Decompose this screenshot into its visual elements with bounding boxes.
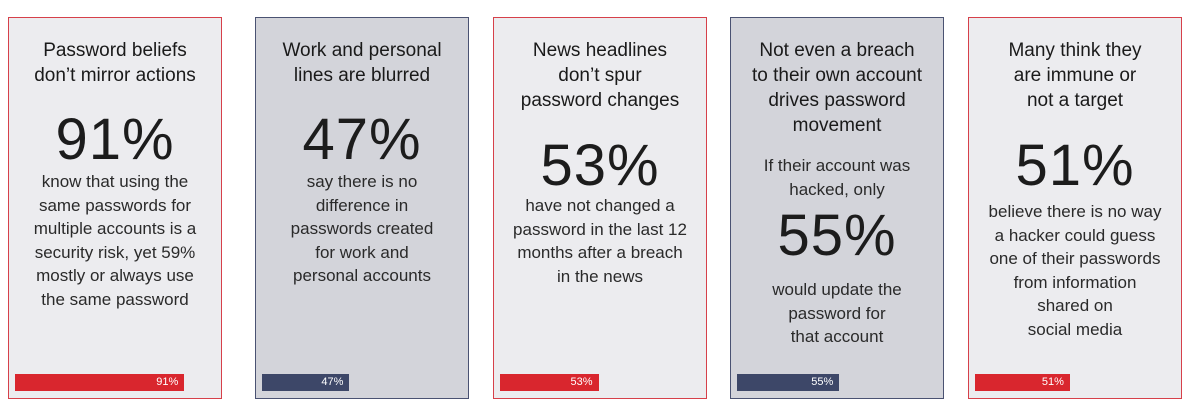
percent-bar-fill: 53% — [500, 374, 599, 391]
stat-card-work-personal: Work and personal lines are blurred 47% … — [255, 17, 469, 399]
percent-bar: 47% — [262, 374, 448, 391]
stat-card-immune: Many think they are immune or not a targ… — [968, 17, 1182, 399]
stat-card-password-beliefs: Password beliefs don’t mirror actions 91… — [8, 17, 222, 399]
card-description: say there is no difference in passwords … — [290, 172, 434, 285]
card-stat-value: 51% — [1015, 133, 1135, 198]
percent-bar-fill: 47% — [262, 374, 350, 391]
percent-bar: 55% — [737, 374, 923, 391]
percent-bar: 51% — [975, 374, 1161, 391]
card-title: Many think they are immune or not a targ… — [1008, 40, 1142, 111]
card-title: Not even a breach to their own account d… — [751, 40, 923, 136]
percent-bar-label: 55% — [811, 376, 834, 388]
card-intro-text: If their account was hacked, only — [763, 156, 911, 199]
percent-bar-fill: 55% — [737, 374, 840, 391]
card-description: believe there is no way a hacker could g… — [988, 202, 1162, 339]
percent-bar-fill: 51% — [975, 374, 1070, 391]
percent-bar: 53% — [500, 374, 686, 391]
card-title: Work and personal lines are blurred — [282, 40, 442, 86]
percent-bar-label: 53% — [570, 376, 593, 388]
percent-bar-label: 51% — [1041, 376, 1064, 388]
card-stat-value: 55% — [777, 203, 897, 268]
percent-bar-label: 91% — [156, 376, 179, 388]
card-description: would update the password for that accou… — [772, 280, 902, 346]
stat-card-own-breach: Not even a breach to their own account d… — [730, 17, 944, 399]
card-stat-value: 47% — [302, 107, 422, 172]
percent-bar-fill: 91% — [15, 374, 185, 391]
card-title: Password beliefs don’t mirror actions — [34, 40, 196, 86]
card-stat-value: 91% — [55, 107, 175, 172]
percent-bar-label: 47% — [321, 376, 344, 388]
percent-bar: 91% — [15, 374, 201, 391]
stat-card-news-headlines: News headlines don’t spur password chang… — [493, 17, 707, 399]
card-description: have not changed a password in the last … — [513, 196, 687, 286]
card-stat-value: 53% — [540, 133, 660, 198]
card-title: News headlines don’t spur password chang… — [520, 40, 680, 111]
card-description: know that using the same passwords for m… — [33, 172, 197, 309]
